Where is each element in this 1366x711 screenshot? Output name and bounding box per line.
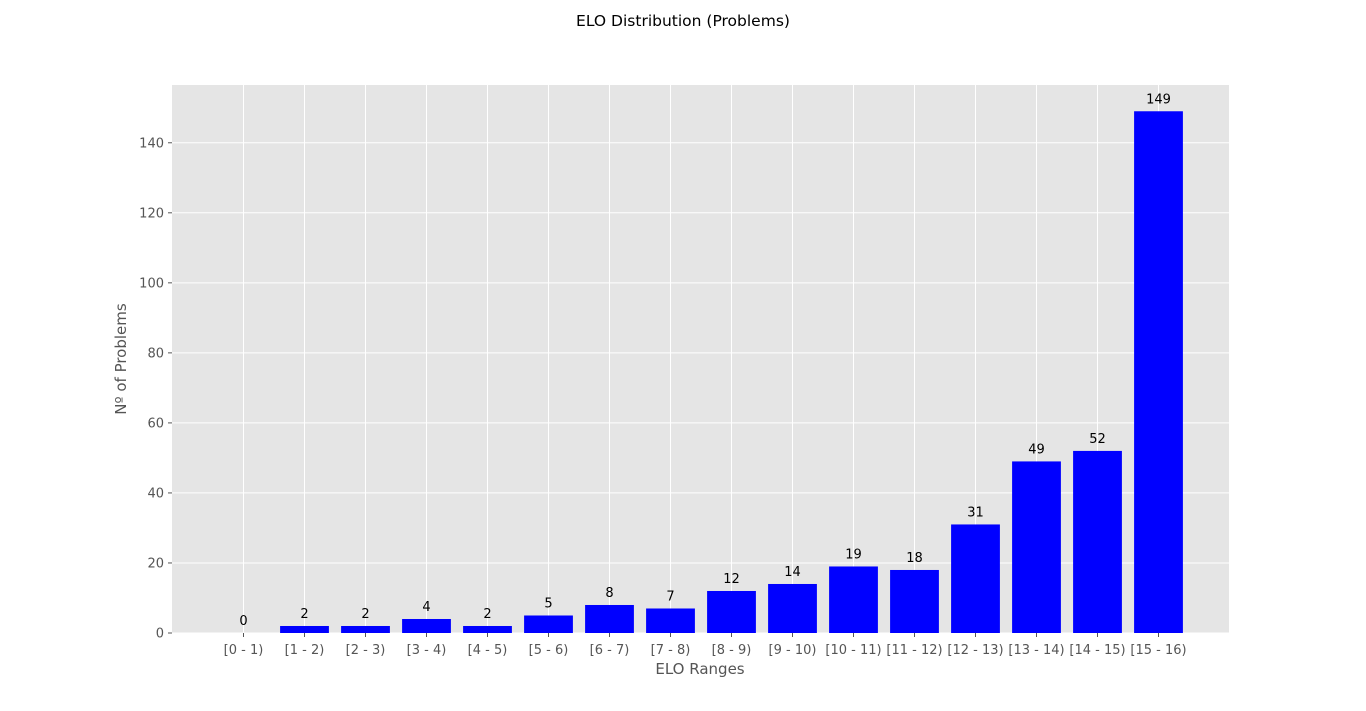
bar — [524, 615, 573, 633]
chart-title: ELO Distribution (Problems) — [576, 12, 790, 30]
y-tick-label: 0 — [156, 627, 164, 642]
x-tick-label: [4 - 5) — [468, 643, 508, 658]
y-tick-label: 80 — [147, 346, 164, 361]
x-tick-label: [5 - 6) — [529, 643, 569, 658]
bar — [341, 625, 390, 633]
bar — [951, 524, 1000, 633]
bar — [1134, 111, 1183, 634]
bar-value-label: 12 — [723, 572, 740, 587]
bar — [1012, 461, 1061, 633]
bar-value-label: 14 — [784, 565, 801, 580]
bar — [463, 625, 512, 633]
x-tick-label: [9 - 10) — [769, 643, 817, 658]
bar-value-label: 2 — [361, 607, 369, 622]
y-axis-label: Nº of Problems — [112, 303, 130, 415]
bar — [280, 625, 329, 633]
y-tick-label: 100 — [139, 276, 164, 291]
bar-value-label: 149 — [1146, 92, 1171, 107]
bar-value-label: 2 — [300, 607, 308, 622]
bar-value-label: 49 — [1028, 442, 1045, 457]
plot-background — [172, 85, 1229, 633]
x-tick-label: [1 - 2) — [285, 643, 325, 658]
bar — [402, 618, 451, 633]
bar-value-label: 31 — [967, 505, 984, 520]
bar-value-label: 8 — [605, 586, 613, 601]
bar-value-label: 4 — [422, 600, 430, 615]
bar — [585, 604, 634, 633]
bar-value-label: 52 — [1089, 432, 1106, 447]
bar — [768, 583, 817, 633]
x-ticks: [0 - 1) [1 - 2) [2 - 3) [3 - 4) [4 - 5) [5 - … — [224, 633, 1187, 658]
y-tick-label: 20 — [147, 556, 164, 571]
y-tick-label: 140 — [139, 136, 164, 151]
x-tick-label: [13 - 14) — [1008, 643, 1064, 658]
bar-value-label: 19 — [845, 547, 862, 562]
x-tick-label: [14 - 15) — [1069, 643, 1125, 658]
x-tick-label: [6 - 7) — [590, 643, 630, 658]
x-tick-label: [15 - 16) — [1130, 643, 1186, 658]
x-tick-label: [8 - 9) — [712, 643, 752, 658]
bar-value-label: 2 — [483, 607, 491, 622]
x-tick-label: [11 - 12) — [886, 643, 942, 658]
data-labels: 0 2 2 4 2 5 8 7 12 14 19 18 31 49 52 149 — [239, 92, 1171, 629]
x-tick-label: [12 - 13) — [947, 643, 1003, 658]
x-tick-label: [0 - 1) — [224, 643, 264, 658]
y-tick-label: 40 — [147, 486, 164, 501]
bar-value-label: 7 — [666, 589, 674, 604]
x-tick-label: [7 - 8) — [651, 643, 691, 658]
bar-value-label: 5 — [544, 596, 552, 611]
bar — [1073, 450, 1122, 633]
y-ticks: 0 20 40 60 80 100 120 140 — [139, 136, 172, 642]
bar-value-label: 18 — [906, 551, 923, 566]
bar — [646, 608, 695, 633]
bars — [280, 111, 1183, 634]
y-tick-label: 120 — [139, 206, 164, 221]
x-axis-label: ELO Ranges — [655, 660, 744, 678]
bar — [829, 566, 878, 633]
bar-value-label: 0 — [239, 614, 247, 629]
bar — [890, 569, 939, 633]
x-tick-label: [3 - 4) — [407, 643, 447, 658]
bar — [707, 590, 756, 633]
x-tick-label: [2 - 3) — [346, 643, 386, 658]
x-tick-label: [10 - 11) — [825, 643, 881, 658]
y-tick-label: 60 — [147, 416, 164, 431]
